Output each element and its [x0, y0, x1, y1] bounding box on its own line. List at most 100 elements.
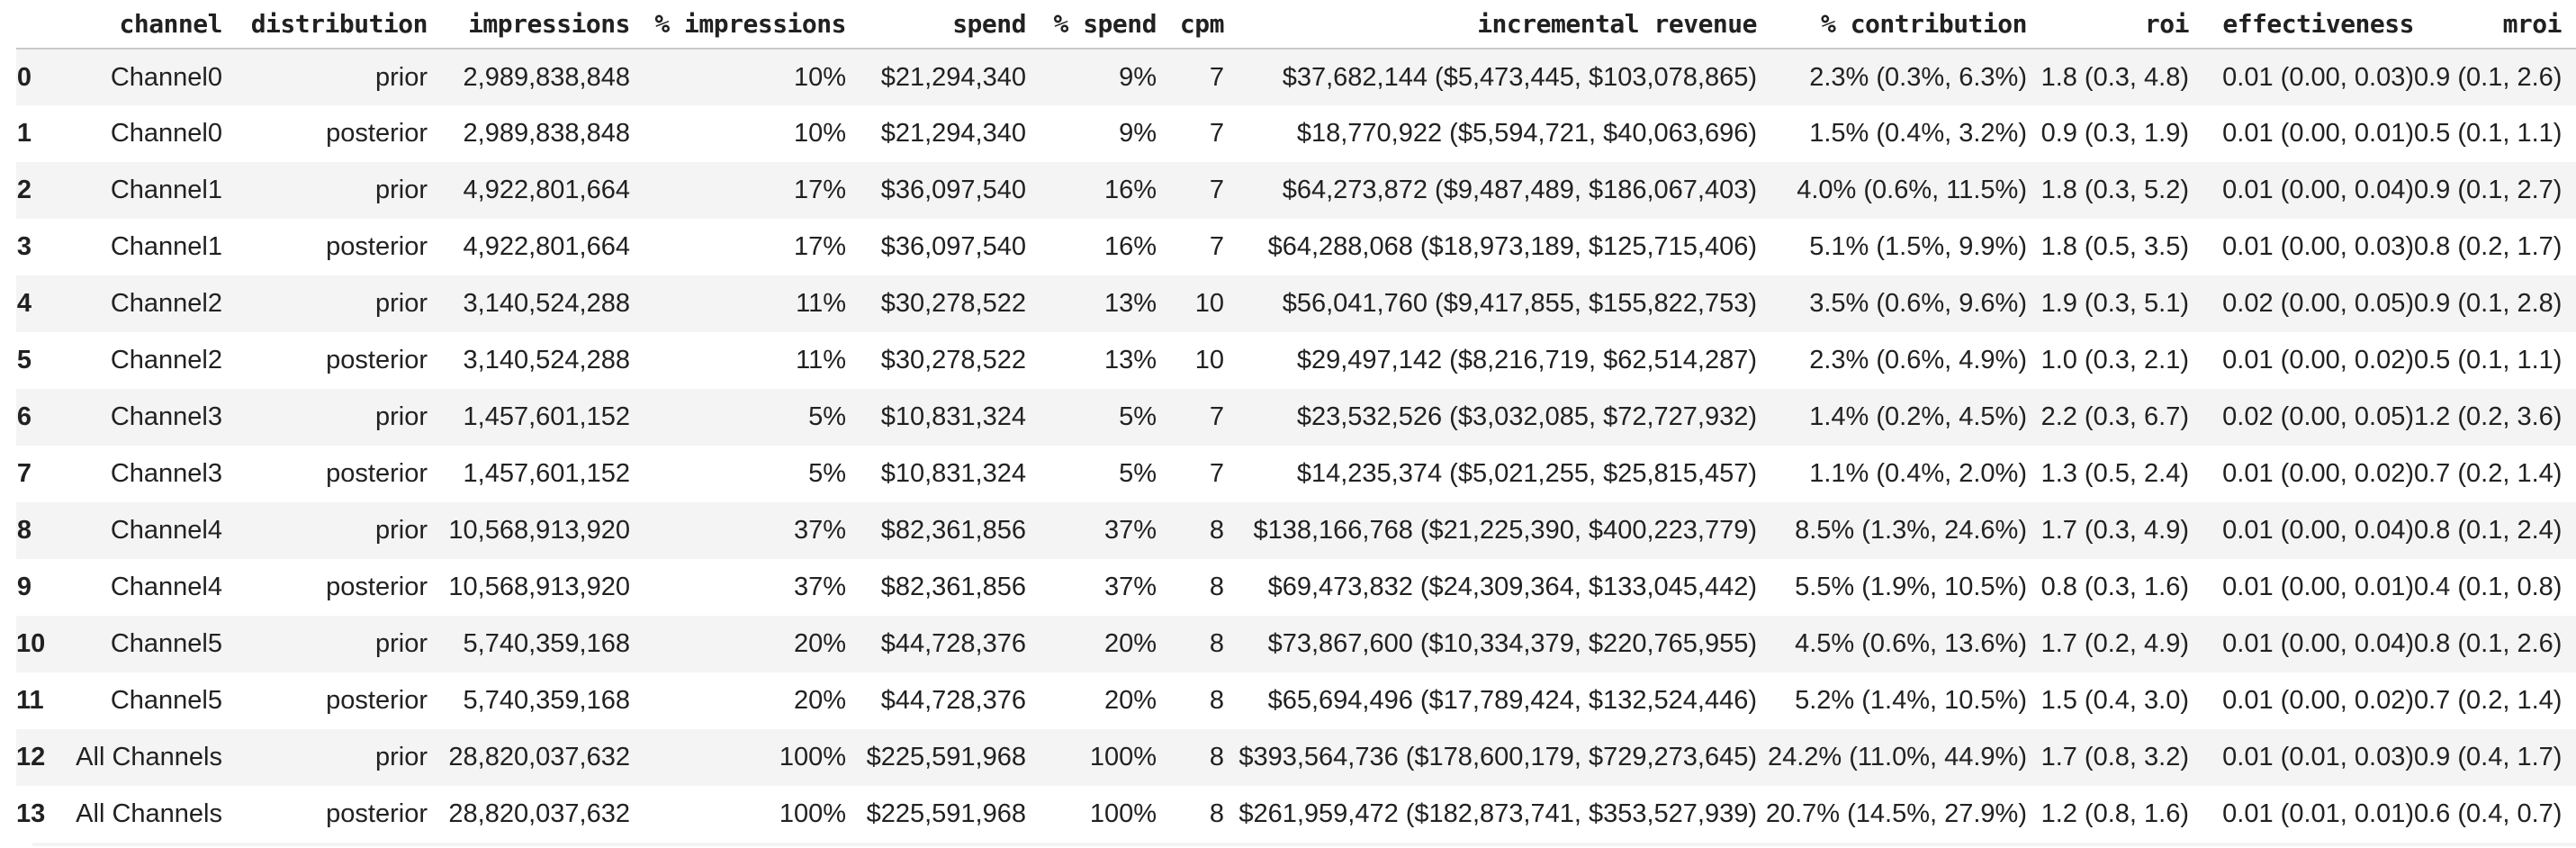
cell-pct-contribution: 20.7% (14.5%, 27.9%): [1765, 799, 2027, 828]
cell-row-index: 9: [16, 573, 32, 601]
cell-pct-spend: 13%: [1103, 346, 1157, 374]
cell-cpm: 8: [1209, 799, 1224, 828]
cell-cpm: 10: [1194, 346, 1224, 374]
cell-roi: 1.8 (0.5, 3.5): [2040, 232, 2189, 261]
column-header-spend: spend: [846, 0, 1027, 50]
table-row: 3 Channel1 posterior 4,922,801,664 17% $36,09…: [16, 219, 2576, 275]
cell-roi: 0.8 (0.3, 1.6): [2040, 573, 2189, 601]
cell-spend: $225,591,968: [866, 743, 1026, 771]
column-header-mroi: mroi: [2414, 0, 2576, 50]
cell-row-index: 2: [16, 176, 32, 204]
table-body: 0 Channel0 prior 2,989,838,848 10% $21,294,34…: [16, 49, 2576, 843]
table-header: channel distribution impressions% impressi…: [16, 0, 2576, 50]
cell-spend: $21,294,340: [880, 119, 1026, 148]
cell-incremental-revenue: $29,497,142 ($8,216,719, $62,514,287): [1296, 346, 1757, 374]
cell-cpm: 7: [1209, 402, 1224, 431]
cell-incremental-revenue: $73,867,600 ($10,334,379, $220,765,955): [1267, 629, 1757, 658]
cell-mroi: 0.5 (0.1, 1.1): [2414, 119, 2562, 148]
cell-incremental-revenue: $64,273,872 ($9,487,489, $186,067,403): [1282, 176, 1757, 204]
cell-distribution: prior: [374, 176, 428, 204]
cell-mroi: 0.4 (0.1, 0.8): [2414, 573, 2562, 601]
cell-channel: Channel0: [110, 62, 222, 92]
table-row: 6 Channel3 prior 1,457,601,152 5% $10,831,324…: [16, 389, 2576, 446]
cell-impressions: 28,820,037,632: [448, 799, 630, 828]
cell-roi: 0.9 (0.3, 1.9): [2040, 119, 2189, 148]
cell-roi: 1.8 (0.3, 5.2): [2040, 176, 2189, 204]
cell-distribution: prior: [374, 289, 428, 318]
cell-impressions: 2,989,838,848: [463, 119, 630, 148]
table-row: 10 Channel5 prior 5,740,359,168 20% $44,728,3…: [16, 616, 2576, 672]
cell-channel: Channel2: [110, 289, 222, 318]
cell-channel: All Channels: [76, 799, 222, 828]
cell-spend: $10,831,324: [880, 459, 1026, 488]
cell-row-index: 13: [16, 799, 46, 828]
cell-impressions: 1,457,601,152: [463, 459, 630, 488]
cell-pct-impressions: 10%: [793, 119, 846, 148]
cell-impressions: 28,820,037,632: [448, 743, 630, 771]
cell-channel: Channel4: [110, 516, 222, 545]
cell-mroi: 0.9 (0.1, 2.6): [2414, 62, 2562, 92]
cell-row-index: 8: [16, 516, 32, 545]
cell-channel: Channel1: [110, 232, 222, 261]
cell-pct-contribution: 2.3% (0.6%, 4.9%): [1809, 346, 2027, 374]
cell-impressions: 10,568,913,920: [448, 573, 630, 601]
table-row: 12 All Channels prior 28,820,037,632 100% $22…: [16, 729, 2576, 786]
column-header-cpm: cpm: [1157, 0, 1225, 50]
cell-channel: Channel0: [110, 119, 222, 148]
cell-cpm: 7: [1209, 176, 1224, 204]
cell-pct-spend: 9%: [1119, 62, 1157, 92]
header-row: channel distribution impressions% impressi…: [16, 0, 2576, 50]
table-row: 8 Channel4 prior 10,568,913,920 37% $82,361,8…: [16, 502, 2576, 559]
cell-pct-spend: 5%: [1119, 459, 1157, 488]
cell-incremental-revenue: $18,770,922 ($5,594,721, $40,063,696): [1296, 119, 1757, 148]
cell-effectiveness: 0.01 (0.00, 0.04): [2222, 516, 2414, 545]
cell-row-index: 7: [16, 459, 32, 488]
cell-pct-contribution: 24.2% (11.0%, 44.9%): [1767, 743, 2027, 771]
cell-effectiveness: 0.01 (0.00, 0.02): [2222, 346, 2414, 374]
cell-row-index: 10: [16, 629, 46, 658]
cell-pct-impressions: 5%: [808, 402, 846, 431]
cell-cpm: 7: [1209, 459, 1224, 488]
cell-mroi: 0.8 (0.1, 2.4): [2414, 516, 2562, 545]
cell-pct-spend: 37%: [1103, 516, 1157, 545]
cell-pct-impressions: 37%: [793, 516, 846, 545]
cell-spend: $30,278,522: [880, 346, 1026, 374]
cell-incremental-revenue: $37,682,144 ($5,473,445, $103,078,865): [1282, 62, 1757, 92]
cell-roi: 1.7 (0.3, 4.9): [2040, 516, 2189, 545]
cell-pct-contribution: 5.5% (1.9%, 10.5%): [1795, 573, 2027, 601]
cell-pct-contribution: 5.1% (1.5%, 9.9%): [1809, 232, 2027, 261]
cell-effectiveness: 0.01 (0.00, 0.04): [2222, 176, 2414, 204]
cell-spend: $44,728,376: [880, 629, 1026, 658]
cell-distribution: prior: [374, 516, 428, 545]
cell-channel: Channel3: [110, 402, 222, 431]
cell-row-index: 1: [16, 119, 32, 148]
cell-mroi: 0.5 (0.1, 1.1): [2414, 346, 2562, 374]
cell-channel: Channel5: [110, 686, 222, 715]
cell-pct-spend: 20%: [1103, 629, 1157, 658]
cell-spend: $36,097,540: [880, 232, 1026, 261]
table-row: 0 Channel0 prior 2,989,838,848 10% $21,294,34…: [16, 49, 2576, 105]
cell-pct-impressions: 10%: [793, 62, 846, 92]
cell-impressions: 5,740,359,168: [463, 686, 630, 715]
cell-spend: $44,728,376: [880, 686, 1026, 715]
cell-incremental-revenue: $14,235,374 ($5,021,255, $25,815,457): [1296, 459, 1757, 488]
cell-spend: $36,097,540: [880, 176, 1026, 204]
media-summary-table: channel distribution impressions% impressi…: [16, 0, 2576, 843]
cell-distribution: prior: [374, 743, 428, 771]
cell-distribution: posterior: [326, 799, 428, 828]
cell-roi: 1.7 (0.2, 4.9): [2040, 629, 2189, 658]
cell-spend: $30,278,522: [880, 289, 1026, 318]
cell-pct-contribution: 4.5% (0.6%, 13.6%): [1795, 629, 2027, 658]
cell-roi: 1.0 (0.3, 2.1): [2040, 346, 2189, 374]
cell-effectiveness: 0.01 (0.00, 0.01): [2222, 119, 2414, 148]
cell-pct-spend: 100%: [1089, 799, 1157, 828]
cell-effectiveness: 0.01 (0.00, 0.02): [2222, 459, 2414, 488]
cell-pct-impressions: 11%: [796, 346, 846, 374]
cell-incremental-revenue: $393,564,736 ($178,600,179, $729,273,645…: [1238, 743, 1757, 771]
cell-channel: Channel2: [110, 346, 222, 374]
cell-row-index: 3: [16, 232, 32, 261]
cell-pct-spend: 13%: [1103, 289, 1157, 318]
cell-mroi: 0.6 (0.4, 0.7): [2414, 799, 2562, 828]
column-header-incremental-revenue: incremental revenue: [1224, 0, 1758, 50]
